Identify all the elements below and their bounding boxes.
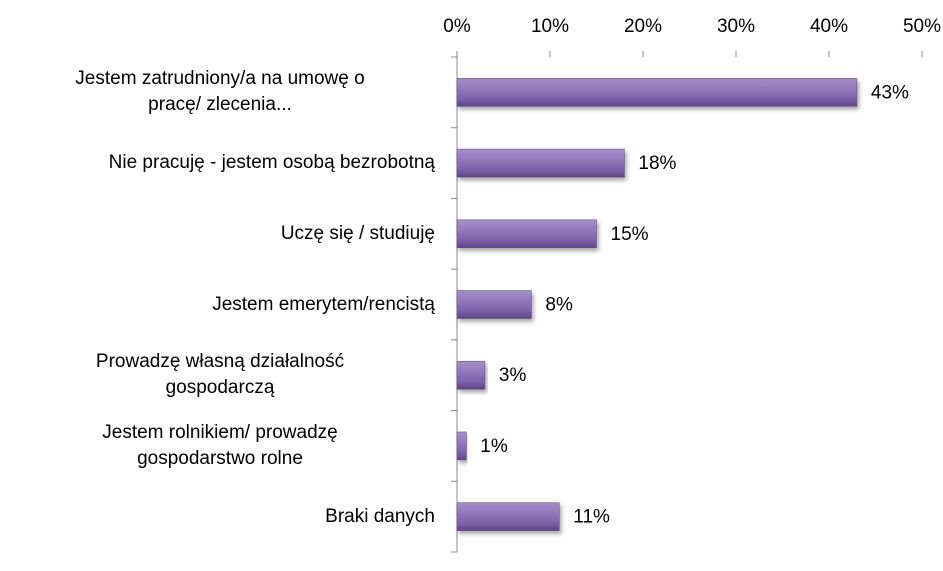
y-tick-label: Jestem rolnikiem/ prowadzę gospodarstwo … — [102, 421, 338, 469]
data-label: 1% — [480, 436, 508, 457]
y-tick-label: Prowadzę własną działalność gospodarczą — [95, 351, 345, 399]
y-tick-label: Braki danych — [325, 505, 435, 527]
y-tick-label: Jestem emerytem/rencistą — [212, 293, 435, 315]
data-label: 11% — [573, 507, 610, 528]
bar — [456, 148, 625, 178]
bar — [456, 431, 467, 461]
bar — [456, 290, 532, 319]
data-label: 3% — [499, 365, 527, 386]
x-tick-label: 0% — [443, 16, 471, 37]
y-tick-label: Nie pracuję - jestem osobą bezrobotną — [108, 152, 435, 174]
data-label: 18% — [638, 153, 676, 174]
data-label: 43% — [871, 82, 909, 103]
y-tick-label: Uczę się / studiuję — [280, 222, 435, 244]
x-tick-label: 50% — [903, 16, 941, 37]
bar — [456, 219, 597, 249]
x-tick-label: 30% — [717, 16, 755, 37]
x-tick-label: 40% — [810, 16, 848, 37]
data-label: 8% — [545, 295, 573, 316]
bar — [456, 502, 560, 531]
x-tick-label: 20% — [624, 16, 662, 37]
data-label: 15% — [611, 224, 649, 245]
x-tick-label: 10% — [531, 16, 569, 37]
y-tick-label: Jestem zatrudniony/a na umowę o pracę/ z… — [75, 68, 365, 116]
bar — [456, 78, 858, 107]
bar — [456, 360, 486, 390]
